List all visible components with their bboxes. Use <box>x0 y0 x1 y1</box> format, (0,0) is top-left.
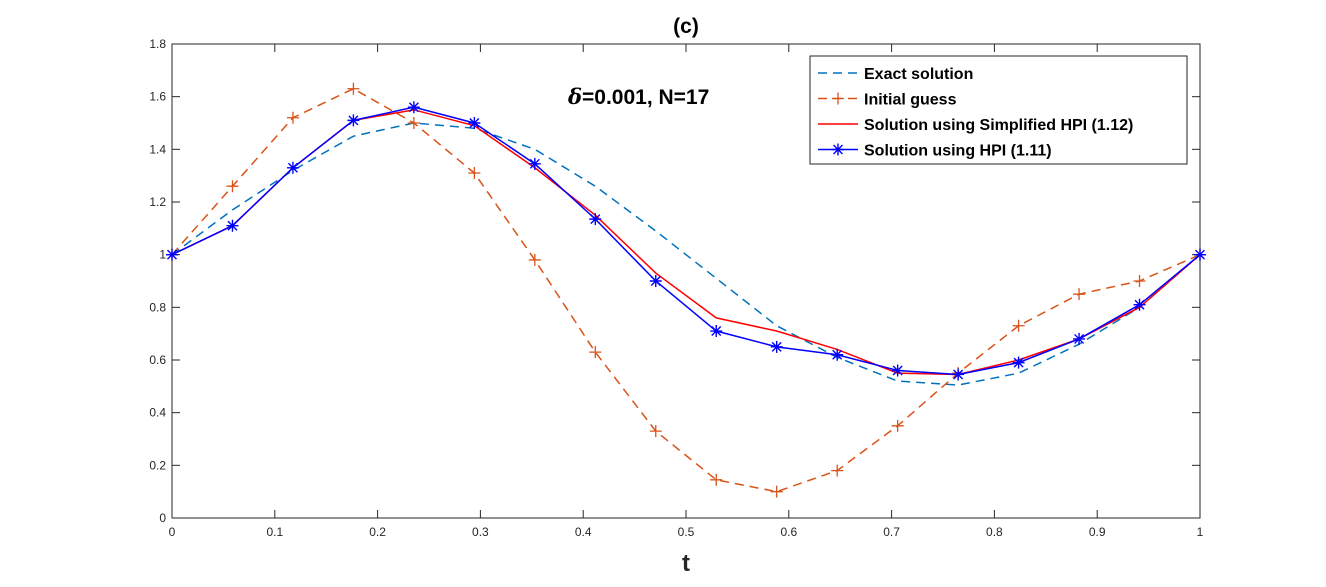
data-point <box>1133 275 1146 287</box>
data-point <box>286 161 299 174</box>
data-point <box>407 101 420 114</box>
y-tick-label: 0.2 <box>149 458 166 472</box>
y-tick-label: 0.8 <box>149 300 166 314</box>
data-point <box>891 364 904 377</box>
data-point <box>1194 248 1206 261</box>
data-point <box>1073 332 1086 345</box>
data-point <box>770 340 783 353</box>
data-point <box>831 348 844 361</box>
data-point <box>649 425 662 438</box>
y-tick-label: 0.6 <box>149 353 166 367</box>
data-point <box>589 213 602 226</box>
data-point <box>1073 288 1086 301</box>
legend: Exact solution Initial guess Solution usin… <box>809 55 1188 165</box>
x-tick-label: 0.6 <box>780 525 797 539</box>
series-line <box>171 122 1201 386</box>
x-tick-label: 0.7 <box>883 525 900 539</box>
series-3 <box>166 101 1206 381</box>
y-tick-label: 1.8 <box>149 37 166 51</box>
x-tick-label: 0.3 <box>472 525 489 539</box>
annotation-text: =0.001, N=17 <box>582 86 709 109</box>
legend-label: Initial guess <box>864 92 957 109</box>
data-point <box>347 114 360 127</box>
data-point <box>1012 319 1025 332</box>
y-tick-label: 1.6 <box>149 90 166 104</box>
data-point <box>831 464 844 477</box>
data-point <box>468 117 481 129</box>
legend-marker <box>832 143 844 156</box>
y-tick-label: 1 <box>159 248 166 262</box>
x-tick-label: 0.9 <box>1089 525 1106 539</box>
legend-label: Exact solution <box>864 66 973 83</box>
data-point <box>710 473 723 486</box>
y-tick-label: 1.4 <box>149 142 166 156</box>
x-tick-label: 0.2 <box>369 525 386 539</box>
data-point <box>468 167 481 180</box>
x-tick-label: 0.8 <box>986 525 1003 539</box>
x-tick-label: 0 <box>169 525 176 539</box>
data-point <box>589 346 602 359</box>
data-point <box>1133 298 1146 311</box>
data-point <box>407 117 420 129</box>
x-tick-label: 0.4 <box>575 525 592 539</box>
y-tick-label: 0.4 <box>149 406 166 420</box>
legend-marker <box>832 92 844 105</box>
legend-label: Solution using HPI (1.11) <box>864 143 1052 160</box>
x-axis-label: t <box>682 550 690 577</box>
legend-box <box>809 55 1188 165</box>
data-point <box>649 275 662 287</box>
data-point <box>347 82 360 95</box>
data-point <box>166 248 178 261</box>
annotation-delta: δ <box>567 84 582 109</box>
data-point <box>1012 356 1025 369</box>
annotation: δ=0.001, N=17 <box>567 84 709 109</box>
y-tick-label: 0 <box>159 511 166 525</box>
data-point <box>891 419 904 432</box>
y-tick-label: 1.2 <box>149 195 166 209</box>
series-line <box>171 87 1201 493</box>
series-line <box>171 106 1201 376</box>
data-point <box>286 111 299 124</box>
data-point <box>952 368 965 381</box>
data-point <box>528 157 541 170</box>
legend-label: Solution using Simplified HPI (1.12) <box>864 117 1133 134</box>
series-0 <box>171 122 1201 386</box>
data-point <box>710 325 723 338</box>
x-tick-label: 1 <box>1197 525 1204 539</box>
x-tick-label: 0.5 <box>678 525 695 539</box>
data-point <box>528 253 541 266</box>
data-point <box>770 485 783 498</box>
data-point <box>226 180 239 193</box>
data-point <box>226 219 239 232</box>
x-tick-label: 0.1 <box>266 525 283 539</box>
chart-title: (c) <box>673 15 699 38</box>
